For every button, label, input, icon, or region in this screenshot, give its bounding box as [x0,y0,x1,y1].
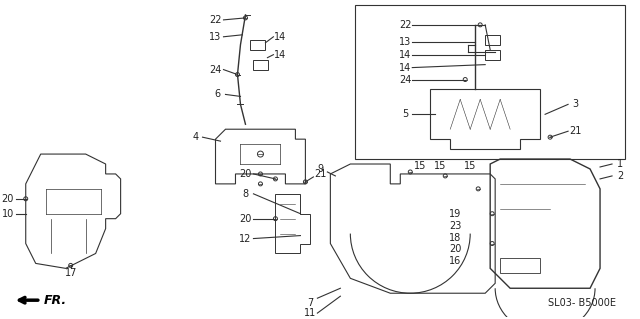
Text: 14: 14 [275,50,287,60]
Text: 17: 17 [65,268,77,278]
Text: 16: 16 [449,256,461,266]
Text: 15: 15 [414,161,426,171]
Text: 2: 2 [617,171,623,181]
Text: 20: 20 [1,194,14,204]
Text: 13: 13 [399,37,412,47]
Text: 8: 8 [243,189,248,199]
Text: 22: 22 [399,20,412,30]
Text: 6: 6 [214,89,221,100]
Text: 3: 3 [572,99,578,109]
Text: 15: 15 [464,161,476,171]
Text: 11: 11 [304,308,317,318]
Text: 13: 13 [209,32,221,42]
Text: 22: 22 [209,15,221,25]
Text: 14: 14 [399,50,412,60]
Text: 1: 1 [617,159,623,169]
Text: 21: 21 [569,126,581,136]
Text: 21: 21 [314,169,326,179]
Text: 14: 14 [275,32,287,42]
Text: 20: 20 [239,169,252,179]
Text: 9: 9 [317,164,323,174]
Text: 23: 23 [449,221,461,231]
Text: 24: 24 [209,64,221,75]
Text: 20: 20 [239,214,252,224]
Text: 7: 7 [307,298,314,308]
Text: 10: 10 [2,209,14,219]
Text: 24: 24 [399,75,412,85]
Text: FR.: FR. [44,294,67,307]
Text: 19: 19 [449,209,461,219]
Text: 5: 5 [402,109,408,119]
Text: 12: 12 [239,234,252,243]
Text: 15: 15 [434,161,447,171]
Text: 18: 18 [449,233,461,242]
Text: 20: 20 [449,244,461,255]
Text: 14: 14 [399,63,412,73]
Bar [355,5,625,159]
Text: 4: 4 [193,132,198,142]
Text: SL03- B5000E: SL03- B5000E [548,298,616,308]
